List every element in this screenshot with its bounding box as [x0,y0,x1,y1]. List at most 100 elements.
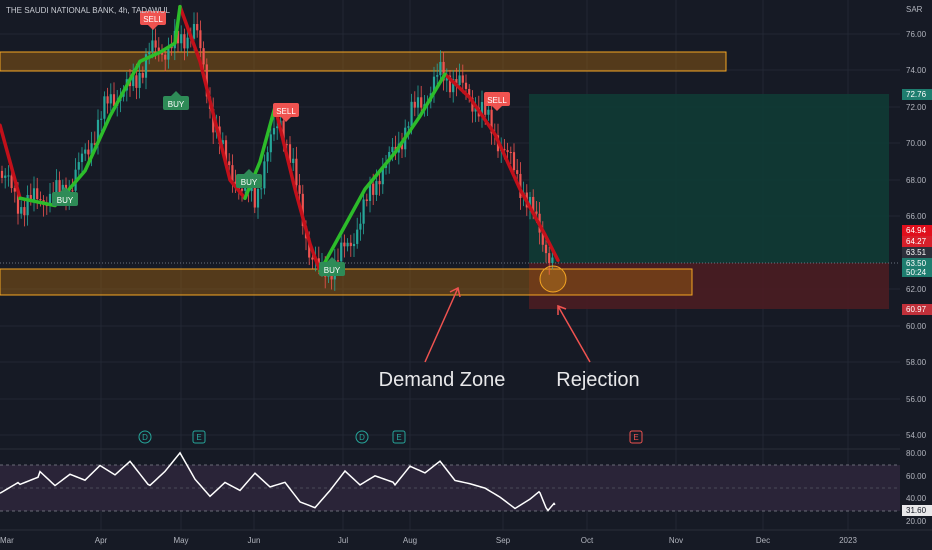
signal-buy-3[interactable]: BUY [236,169,262,188]
candle-body [458,75,461,86]
candle-body [362,199,365,224]
candle-body [269,134,272,153]
candle-body [551,257,554,264]
candle-body [295,158,298,186]
demand-zone[interactable] [0,268,693,296]
candle-body [292,158,295,164]
candle-body [413,101,416,108]
svg-text:D: D [142,433,148,442]
y-tick-label: 72.00 [906,103,927,112]
candle-body [541,232,544,245]
svg-text:D: D [359,433,365,442]
candle-body [106,96,109,104]
candle-body [77,162,80,170]
candle-body [368,183,372,201]
y-tick-label: 58.00 [906,358,927,367]
event-marker-e-3[interactable]: E [629,430,643,444]
annotation-demand-zone: Demand Zone [379,369,506,391]
candle-body [381,167,384,185]
candle-body [16,191,20,214]
rsi-tick-label: 60.00 [906,472,927,481]
x-tick-label: May [173,536,188,545]
candle-body [157,47,160,53]
candle-body [548,253,551,264]
candle-body [298,185,301,194]
signal-buy-2[interactable]: BUY [163,91,189,110]
trend_down-segment [178,4,247,200]
price-axis[interactable]: SAR 76.00 74.00 72.00 70.00 68.00 66.00 … [900,0,932,530]
candle-body [23,207,26,216]
candle-body [71,190,74,192]
price-tag-c: 63.51 [902,247,932,258]
candle-body [468,88,471,98]
signal-sell-2[interactable]: SELL [273,103,299,122]
x-tick-label: Jul [338,536,348,545]
rejection-arrow [557,304,591,363]
event-marker-e-2[interactable]: E [392,430,406,444]
signal-buy-4[interactable]: BUY [319,257,345,276]
signal-label: BUY [168,100,185,109]
candle-body [61,184,64,193]
candle-body [263,161,266,189]
event-marker-e-1[interactable]: E [192,430,206,444]
time-axis[interactable]: Mar Apr May Jun Jul Aug Sep Oct Nov Dec … [0,529,932,550]
candle-body [461,75,464,83]
candle-body [144,54,148,78]
candle-body [196,24,199,31]
candle-body [84,149,87,154]
candle-body [186,37,189,49]
resistance-zone[interactable] [0,51,727,72]
candle-body [151,40,154,53]
candle-body [359,223,362,230]
candle-body [32,188,36,200]
event-marker-d-1[interactable]: D [138,430,152,444]
candle-body [420,97,423,108]
x-tick-label: Aug [403,536,417,545]
svg-text:64.94: 64.94 [906,226,927,235]
candle-body [39,199,42,201]
svg-text:60.97: 60.97 [906,305,927,314]
candle-body [282,120,285,145]
candle-body [442,61,445,81]
y-tick-label: 56.00 [906,395,927,404]
candle-body [276,126,279,129]
candle-body [407,126,410,128]
candle-body [132,75,135,87]
candle-body [487,109,490,115]
signal-sell-3[interactable]: SELL [484,92,510,111]
candle-body [372,183,375,195]
candle-body [164,54,167,60]
svg-text:63.50: 63.50 [906,259,927,268]
event-marker-d-2[interactable]: D [355,430,369,444]
candle-body [288,144,292,164]
signal-label: SELL [143,15,163,24]
candle-body [378,181,381,185]
candle-body [308,238,311,258]
candle-body [503,149,506,151]
y-tick-label: 60.00 [906,322,927,331]
target-zone[interactable] [529,94,889,263]
candle-body [7,175,10,177]
candle-body [112,94,116,106]
candle-body [109,94,112,104]
annotation-rejection: Rejection [556,369,639,391]
candle-body [432,76,436,94]
candle-body [400,143,404,150]
signal-sell-1[interactable]: SELL [140,11,166,30]
symbol-title[interactable]: THE SAUDI NATIONAL BANK, 4h, TADAWUL [6,6,170,15]
signal-label: BUY [57,196,74,205]
y-tick-label: 70.00 [906,139,927,148]
candle-body [375,181,378,195]
candle-body [471,97,474,112]
signal-buy-1[interactable]: BUY [52,187,78,206]
svg-text:72.76: 72.76 [906,90,927,99]
candle-body [516,170,519,174]
candle-body [221,140,224,145]
signal-label: BUY [324,266,341,275]
target-price-tag: 72.76 [902,89,932,100]
candle-body [439,61,442,76]
stop-zone[interactable] [529,263,889,309]
candle-body [455,79,458,86]
candle-body [301,193,304,227]
